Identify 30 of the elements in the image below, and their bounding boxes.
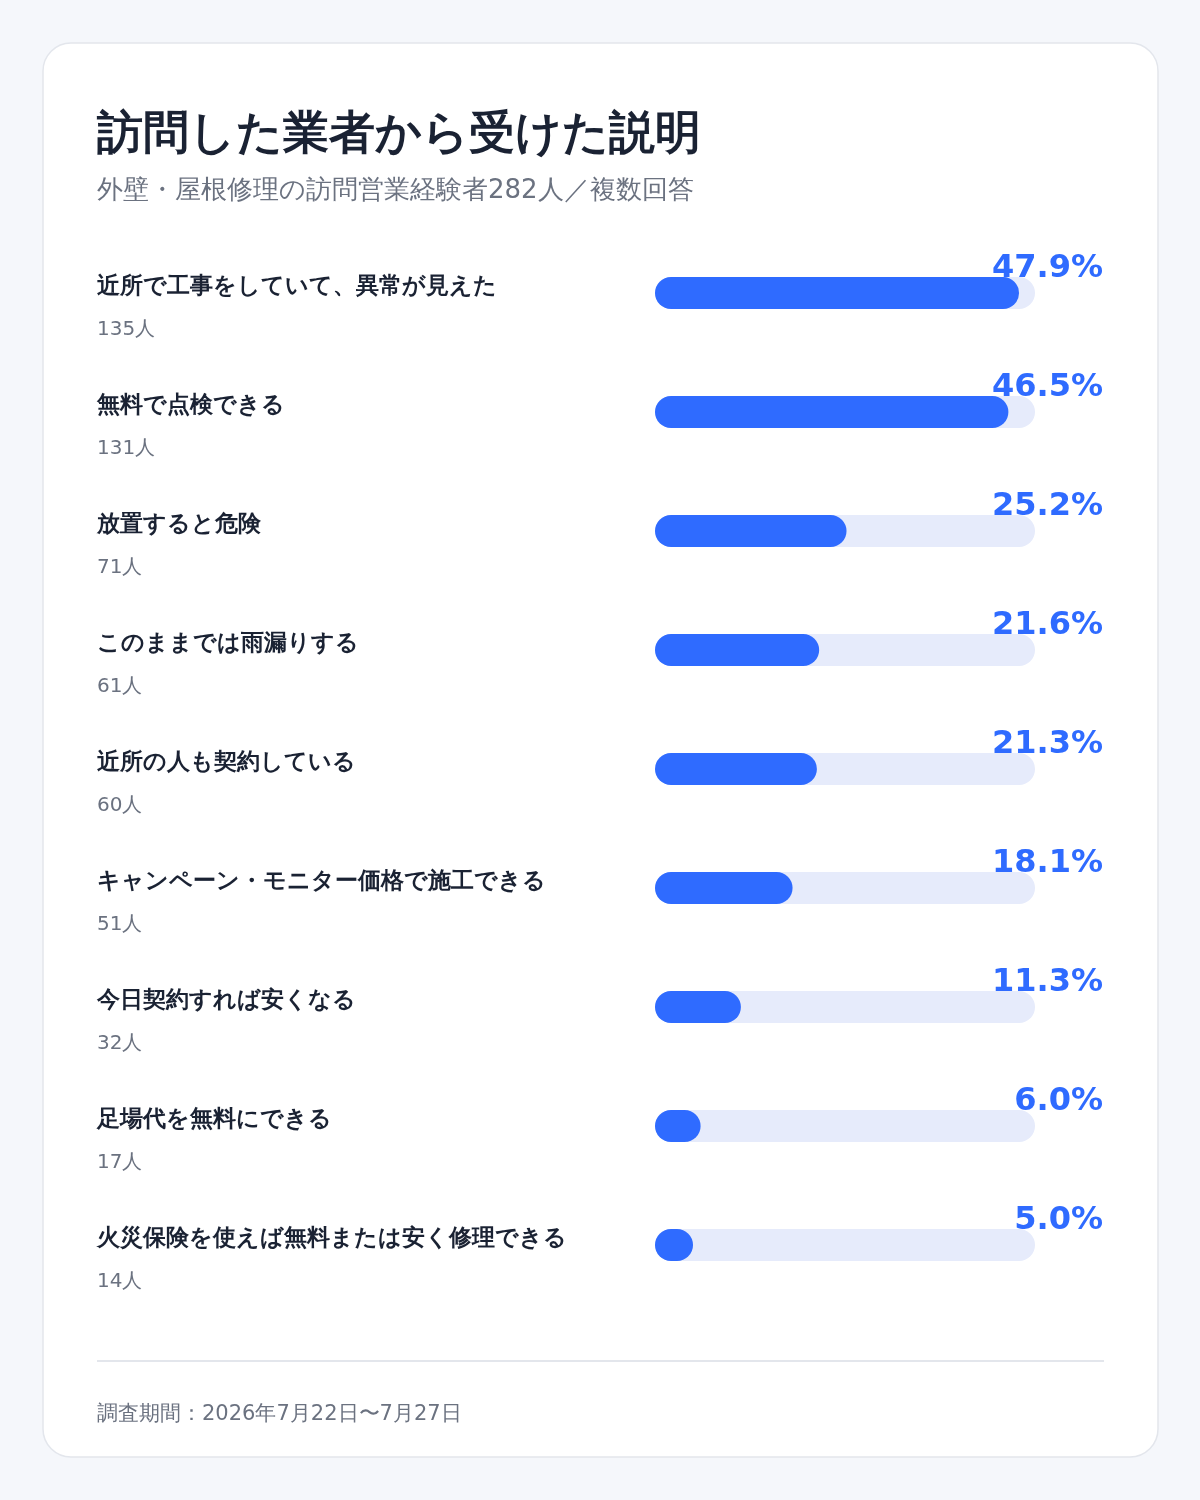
data-label: 11.3% <box>991 961 1103 999</box>
y-tick-label: 放置すると危険 <box>96 510 262 536</box>
y-tick-label: 火災保険を使えば無料または安く修理できる <box>96 1224 567 1250</box>
text: 60人 <box>97 792 143 816</box>
y-tick-label: 無料で点検できる <box>96 391 285 417</box>
y-tick-label: 近所の人も契約している <box>96 748 356 774</box>
data-label: 6.0% <box>1014 1080 1103 1118</box>
text: 14人 <box>97 1268 143 1292</box>
text: 135人 <box>97 316 156 340</box>
data-label: 46.5% <box>991 366 1103 404</box>
data-label: 25.2% <box>991 485 1103 523</box>
data-label: 18.1% <box>991 842 1103 880</box>
text: 外壁・屋根修理の訪問営業経験者282人／複数回答 <box>97 174 694 204</box>
text: 17人 <box>97 1149 143 1173</box>
text: 32人 <box>97 1030 143 1054</box>
y-tick-label: 今日契約すれば安くなる <box>96 986 356 1012</box>
data-label: 47.9% <box>991 247 1103 285</box>
text: 61人 <box>97 673 143 697</box>
text: 調査期間：2026年7月22日〜7月27日 <box>97 1401 462 1425</box>
text: 71人 <box>97 554 143 578</box>
y-tick-label: キャンペーン・モニター価格で施工できる <box>97 867 546 893</box>
data-label: 21.6% <box>991 604 1103 642</box>
text: 131人 <box>97 435 156 459</box>
y-tick-label: 足場代を無料にできる <box>96 1105 332 1131</box>
chart-title: 訪問した業者から受けた説明 <box>96 105 701 159</box>
y-tick-label: このままでは雨漏りする <box>97 629 359 655</box>
data-label: 21.3% <box>991 723 1103 761</box>
data-label: 5.0% <box>1014 1199 1103 1237</box>
y-tick-label: 近所で工事をしていて、異常が見えた <box>96 272 497 298</box>
text: 51人 <box>97 911 143 935</box>
